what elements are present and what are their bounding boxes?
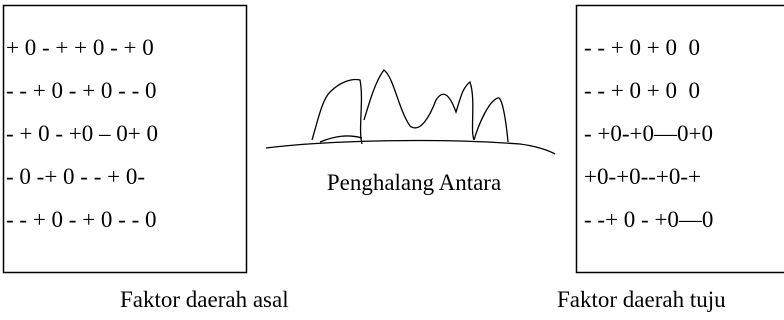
destination-row: - - + 0 + 0 0 (584, 78, 700, 103)
destination-row: - +0-+0—0+0 (584, 121, 713, 146)
peak (312, 80, 362, 145)
origin-row: - 0 -+ 0 - - + 0- (6, 164, 145, 189)
destination-row: +0-+0--+0-+ (584, 164, 701, 189)
origin-row: + 0 - + + 0 - + 0 (6, 35, 154, 60)
origin-label: Faktor daerah asal (120, 287, 289, 312)
destination-row: - -+ 0 - +0—0 (584, 207, 713, 232)
origin-row: - + 0 - +0 – 0+ 0 (6, 121, 158, 146)
barrier-sketch (266, 70, 555, 154)
destination-label: Faktor daerah tuju (557, 287, 726, 312)
destination-rows: - - + 0 + 0 0 - - + 0 + 0 0 - +0-+0—0+0 … (584, 35, 713, 232)
peak (364, 70, 474, 140)
barrier-label: Penghalang Antara (327, 170, 501, 195)
origin-row: - - + 0 - + 0 - - 0 (6, 207, 157, 232)
destination-row: - - + 0 + 0 0 (584, 35, 700, 60)
origin-row: - - + 0 - + 0 - - 0 (6, 78, 157, 103)
origin-rows: + 0 - + + 0 - + 0 - - + 0 - + 0 - - 0 - … (6, 35, 158, 232)
ground-line (266, 141, 555, 154)
diagram: + 0 - + + 0 - + 0 - - + 0 - + 0 - - 0 - … (0, 0, 784, 320)
peak (474, 98, 508, 142)
page: + 0 - + + 0 - + 0 - - + 0 - + 0 - - 0 - … (0, 0, 784, 320)
